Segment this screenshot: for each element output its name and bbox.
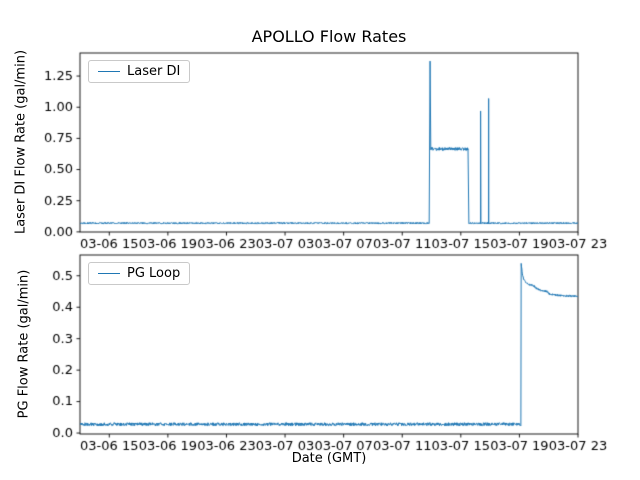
legend-pg-loop: PG Loop (88, 262, 191, 285)
legend-line-sample (98, 273, 120, 274)
chart-title: APOLLO Flow Rates (251, 27, 407, 46)
bottom-y-axis-label: PG Flow Rate (gal/min) (16, 269, 32, 419)
legend-label: Laser DI (127, 64, 181, 79)
legend-laser-di: Laser DI (88, 60, 191, 83)
legend-line-sample (98, 71, 120, 72)
top-y-axis-label: Laser DI Flow Rate (gal/min) (13, 49, 29, 235)
legend-label: PG Loop (127, 266, 181, 281)
x-axis-label: Date (GMT) (291, 451, 367, 466)
